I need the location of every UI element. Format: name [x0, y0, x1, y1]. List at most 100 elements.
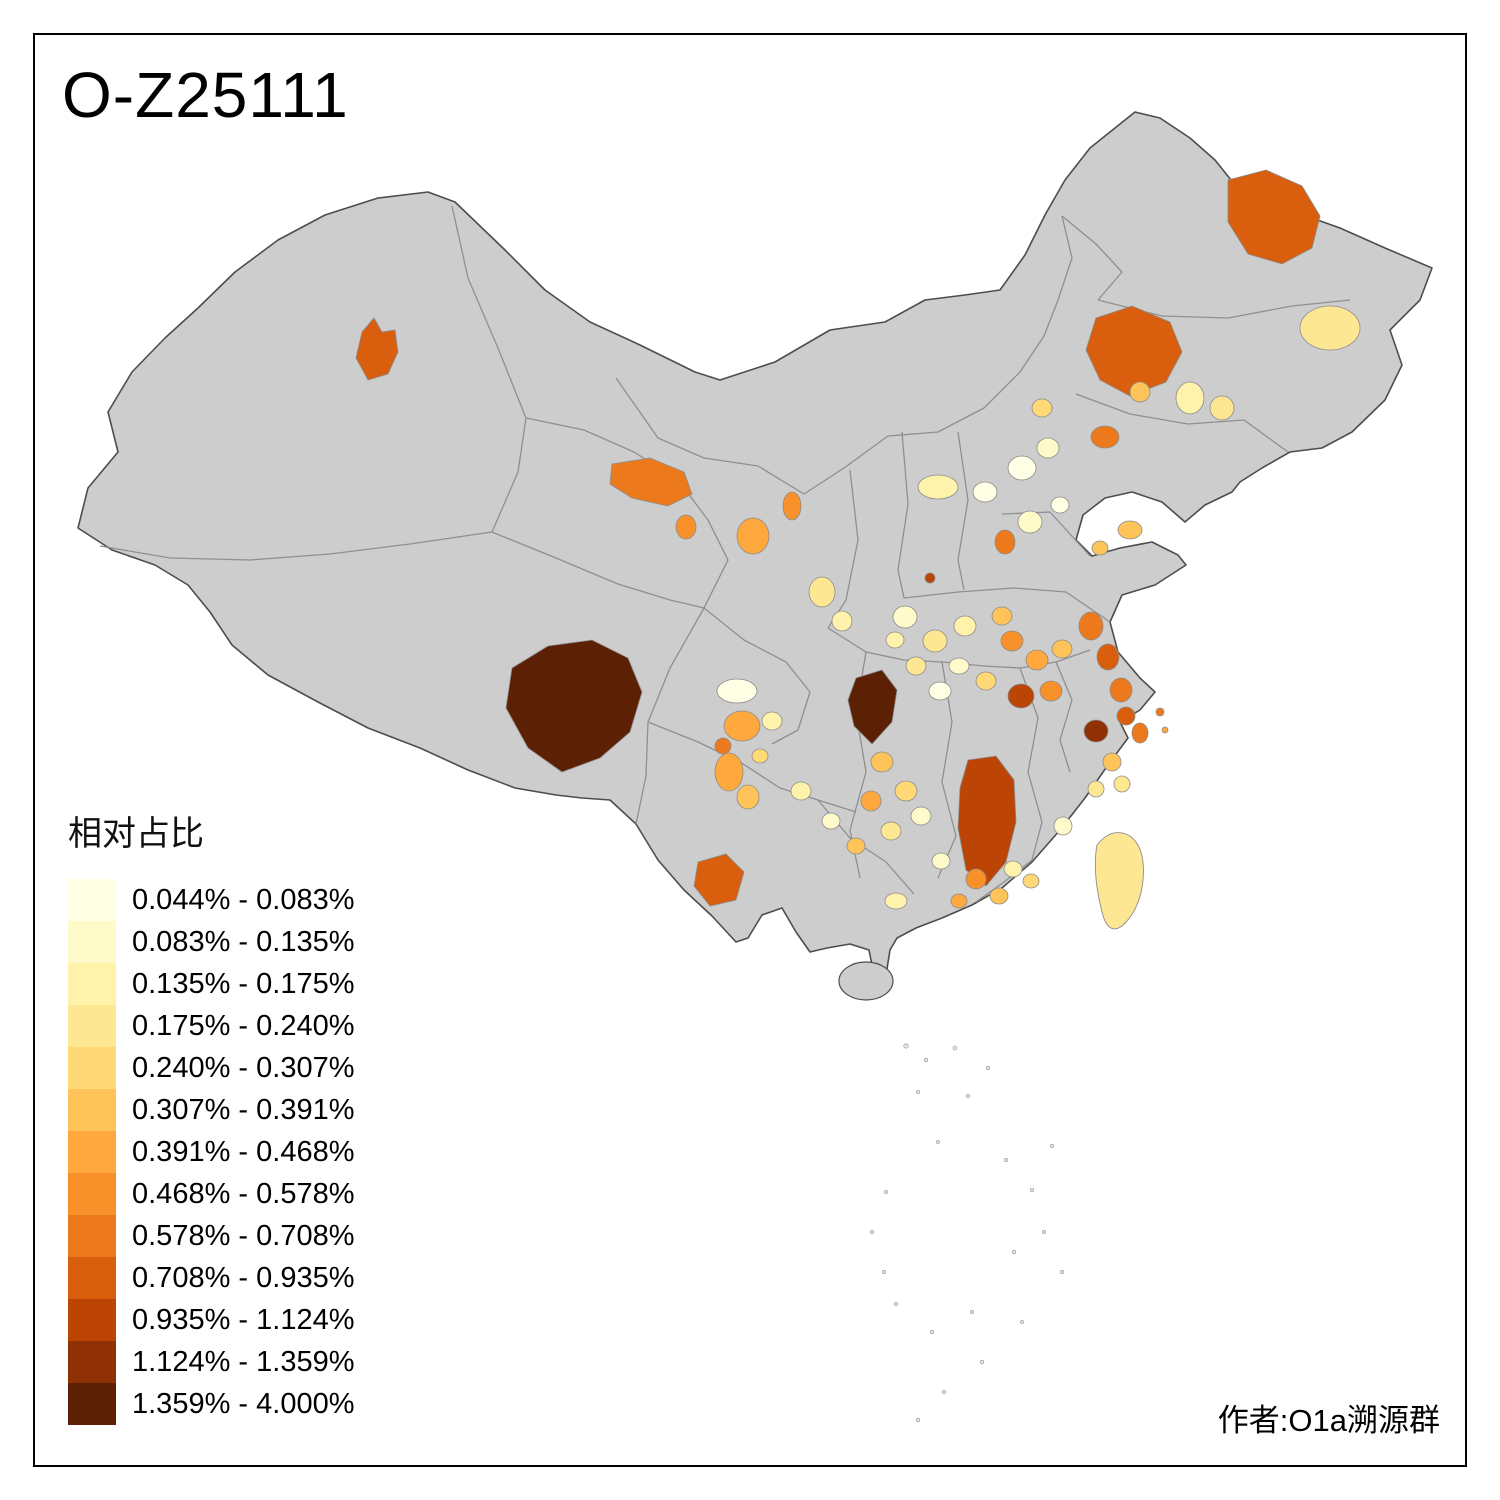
region-xinjiang: [355, 317, 399, 381]
prefecture-region: [1039, 680, 1063, 702]
legend-item: 0.083% - 0.135%: [68, 921, 354, 963]
legend-label: 1.359% - 4.000%: [132, 1387, 355, 1420]
prefecture-region: [1053, 816, 1073, 836]
prefecture-region: [953, 615, 977, 637]
prefecture-region: [1087, 780, 1105, 798]
legend-swatch: [68, 1383, 116, 1425]
prefecture-region: [782, 491, 802, 521]
prefecture-region: [1031, 398, 1053, 418]
prefecture-region: [1102, 752, 1122, 772]
prefecture-region: [928, 681, 952, 701]
prefecture-region: [1007, 455, 1037, 481]
prefecture-region: [892, 605, 918, 629]
legend-label: 0.135% - 0.175%: [132, 967, 355, 1000]
region-heilongjiang: [1227, 169, 1321, 265]
prefecture-region: [1036, 437, 1060, 459]
prefecture-region: [1096, 643, 1120, 671]
prefecture-region: [1025, 649, 1049, 671]
prefecture-region: [924, 572, 936, 584]
prefecture-region: [1109, 677, 1133, 703]
legend-swatch: [68, 1215, 116, 1257]
legend-swatch: [68, 963, 116, 1005]
prefecture-region: [910, 806, 932, 826]
prefecture-region: [751, 748, 769, 764]
prefecture-region: [885, 631, 905, 649]
region-gansu-corridor: [609, 457, 693, 507]
legend-item: 0.044% - 0.083%: [68, 879, 354, 921]
legend-label: 0.175% - 0.240%: [132, 1009, 355, 1042]
prefecture-region: [790, 781, 812, 801]
legend-item: 0.135% - 0.175%: [68, 963, 354, 1005]
legend-label: 0.391% - 0.468%: [132, 1135, 355, 1168]
legend-swatch: [68, 879, 116, 921]
prefecture-region: [714, 737, 732, 755]
prefecture-region: [994, 529, 1016, 555]
region-jiangxi: [957, 755, 1017, 887]
legend-item: 0.708% - 0.935%: [68, 1257, 354, 1299]
region-jilin: [1085, 305, 1183, 397]
prefecture-region: [965, 868, 987, 890]
prefecture-region: [922, 629, 948, 653]
legend-swatch: [68, 921, 116, 963]
prefecture-region: [736, 784, 760, 810]
legend-label: 0.578% - 0.708%: [132, 1219, 355, 1252]
prefecture-region: [736, 517, 770, 555]
prefecture-region: [1129, 381, 1151, 403]
legend-item: 0.307% - 0.391%: [68, 1089, 354, 1131]
prefecture-region: [1078, 611, 1104, 641]
legend-item: 1.359% - 4.000%: [68, 1383, 354, 1425]
legend-swatch: [68, 1257, 116, 1299]
legend-label: 0.468% - 0.578%: [132, 1177, 355, 1210]
legend-swatch: [68, 1173, 116, 1215]
prefecture-region: [917, 474, 959, 500]
prefecture-region: [716, 678, 758, 704]
legend-swatch: [68, 1005, 116, 1047]
prefecture-region: [821, 812, 841, 830]
legend-item: 1.124% - 1.359%: [68, 1341, 354, 1383]
region-kunming: [693, 853, 745, 907]
legend-title: 相对占比: [68, 815, 204, 853]
prefecture-region: [1091, 540, 1109, 556]
taiwan-island: [1094, 832, 1144, 930]
prefecture-region: [905, 656, 927, 676]
prefecture-region: [1007, 683, 1035, 709]
prefecture-region: [870, 751, 894, 773]
prefecture-region: [1083, 719, 1109, 743]
prefecture-region: [1003, 860, 1023, 878]
south-china-sea-islands: [869, 1043, 1065, 1423]
prefecture-region: [1000, 630, 1024, 652]
legend-rows: 0.044% - 0.083% 0.083% - 0.135% 0.135% -…: [68, 879, 354, 1425]
prefecture-region: [972, 481, 998, 503]
region-tibet-east: [505, 639, 643, 773]
attribution: 作者:O1a溯源群: [1217, 1403, 1440, 1438]
legend-label: 0.240% - 0.307%: [132, 1051, 355, 1084]
prefecture-region: [948, 657, 970, 675]
prefecture-region: [950, 893, 968, 909]
prefecture-region: [860, 790, 882, 812]
prefecture-region: [675, 514, 697, 540]
legend-item: 0.391% - 0.468%: [68, 1131, 354, 1173]
legend-swatch: [68, 1299, 116, 1341]
prefecture-region: [1051, 639, 1073, 659]
prefecture-region: [1175, 381, 1205, 415]
prefecture-region: [1022, 873, 1040, 889]
prefecture-region: [894, 780, 918, 802]
prefecture-regions: [355, 169, 1361, 910]
hainan-island: [838, 961, 894, 1001]
prefecture-region: [1017, 510, 1043, 534]
legend-swatch: [68, 1131, 116, 1173]
prefecture-region: [1209, 395, 1235, 421]
legend-item: 0.468% - 0.578%: [68, 1173, 354, 1215]
prefecture-region: [761, 711, 783, 731]
prefecture-region: [1299, 305, 1361, 351]
legend-label: 1.124% - 1.359%: [132, 1345, 355, 1378]
prefecture-region: [991, 606, 1013, 626]
legend-swatch: [68, 1089, 116, 1131]
prefecture-region: [1131, 722, 1149, 744]
legend-label: 0.708% - 0.935%: [132, 1261, 355, 1294]
legend-item: 0.935% - 1.124%: [68, 1299, 354, 1341]
legend-label: 0.307% - 0.391%: [132, 1093, 355, 1126]
legend-label: 0.935% - 1.124%: [132, 1303, 355, 1336]
